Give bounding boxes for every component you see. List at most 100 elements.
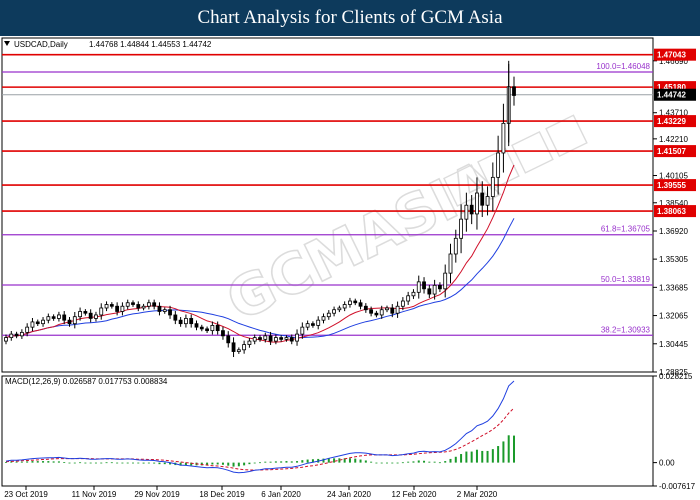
- candlestick: [279, 335, 284, 342]
- candlestick: [67, 317, 72, 327]
- macd-y-tick-label: 0.028215: [659, 372, 693, 381]
- candle-body: [469, 204, 474, 215]
- chevron-down-icon[interactable]: [4, 41, 10, 46]
- fibonacci-label: 61.8=1.36705: [601, 225, 651, 234]
- candlestick: [4, 334, 8, 345]
- macd-histogram-bar: [184, 462, 187, 466]
- y-tick-label: 1.35305: [659, 255, 688, 264]
- macd-histogram-bar: [396, 462, 399, 464]
- candlestick: [252, 334, 257, 345]
- candle-body: [416, 281, 421, 293]
- macd-histogram-bar: [110, 462, 113, 464]
- moving-average-slow-line: [5, 218, 515, 339]
- candle-body: [141, 305, 146, 309]
- macd-histogram-bar: [481, 450, 484, 463]
- candlestick: [311, 321, 315, 328]
- candle-body: [109, 304, 114, 307]
- candle-body: [30, 321, 35, 328]
- candlestick: [136, 301, 141, 312]
- candlestick: [395, 301, 400, 318]
- candlestick: [374, 310, 379, 318]
- macd-histogram-bar: [137, 462, 140, 464]
- candle-body: [242, 344, 247, 351]
- macd-histogram-bar: [36, 461, 39, 463]
- candle-body: [337, 307, 342, 311]
- candlestick: [342, 301, 347, 312]
- candle-body: [268, 335, 273, 342]
- macd-histogram-bar: [169, 462, 172, 465]
- candle-body: [258, 337, 262, 340]
- candle-body: [104, 304, 109, 309]
- chart-area: GCMASIA ■■■■ 100.0=1.4604861.8=1.3670550…: [0, 36, 700, 500]
- candlestick: [321, 313, 326, 324]
- macd-histogram-bar: [227, 462, 230, 466]
- macd-histogram-bar: [116, 462, 119, 464]
- macd-histogram-bar: [57, 461, 60, 463]
- macd-histogram-bar: [100, 462, 103, 464]
- candlestick: [422, 277, 426, 294]
- candlestick: [475, 177, 479, 230]
- candlestick: [210, 321, 215, 335]
- candle-body: [326, 312, 331, 318]
- macd-histogram-bar: [79, 462, 82, 464]
- macd-histogram-bar: [68, 462, 71, 464]
- macd-histogram-bar: [465, 451, 468, 463]
- candlestick: [406, 291, 411, 305]
- macd-main-line: [5, 380, 515, 474]
- candlestick: [35, 319, 40, 327]
- macd-histogram-bar: [327, 458, 330, 463]
- macd-histogram-bar: [454, 456, 457, 463]
- candlestick: [178, 317, 183, 327]
- macd-histogram-bar: [121, 462, 124, 464]
- macd-histogram-bar: [142, 462, 145, 464]
- candlestick: [72, 311, 77, 329]
- last-price-tag-label: 1.44742: [657, 91, 686, 100]
- candlestick: [390, 304, 395, 318]
- candle-body: [369, 309, 374, 314]
- candlestick: [57, 311, 61, 322]
- candle-body: [279, 337, 284, 340]
- candlestick: [295, 329, 299, 346]
- macd-histogram-bar: [285, 461, 288, 463]
- candlestick: [46, 313, 51, 324]
- macd-histogram-bar: [423, 460, 426, 463]
- macd-histogram-bar: [333, 458, 336, 463]
- macd-histogram-bar: [370, 461, 373, 463]
- candle-body: [57, 314, 61, 319]
- candle-body: [363, 305, 368, 311]
- candle-body: [168, 309, 172, 316]
- candle-body: [136, 304, 141, 309]
- macd-y-tick-label: 0.00: [659, 459, 675, 468]
- macd-histogram-bar: [311, 459, 314, 463]
- candlestick: [205, 326, 209, 333]
- candle-body: [94, 314, 98, 319]
- macd-histogram-bar: [444, 461, 447, 463]
- macd-histogram-bar: [338, 458, 341, 463]
- y-tick-label: 1.33685: [659, 283, 688, 292]
- candle-body: [385, 307, 389, 311]
- macd-y-tick-label: -0.007617: [659, 482, 696, 491]
- macd-histogram-bar: [417, 460, 420, 463]
- candlestick: [480, 181, 485, 217]
- y-tick-label: 1.43710: [659, 109, 688, 118]
- candle-body: [252, 337, 257, 342]
- candlestick: [25, 323, 30, 337]
- macd-histogram-bar: [296, 461, 299, 463]
- candle-body: [443, 272, 448, 290]
- candlestick: [152, 299, 157, 310]
- price-panel-frame: [1, 37, 654, 373]
- candlestick: [453, 229, 458, 263]
- candle-body: [432, 284, 437, 295]
- price-level-tag: [654, 145, 696, 158]
- x-tick-label: 12 Feb 2020: [392, 490, 437, 499]
- macd-histogram-bar: [158, 462, 161, 465]
- macd-histogram-bar: [386, 462, 388, 464]
- candlestick: [300, 322, 305, 339]
- macd-histogram-bar: [359, 459, 362, 463]
- candle-body: [19, 331, 24, 337]
- candle-body: [496, 152, 501, 178]
- candlestick: [184, 314, 188, 328]
- macd-histogram-bar: [280, 461, 283, 463]
- candle-body: [400, 300, 405, 307]
- candle-body: [35, 321, 40, 325]
